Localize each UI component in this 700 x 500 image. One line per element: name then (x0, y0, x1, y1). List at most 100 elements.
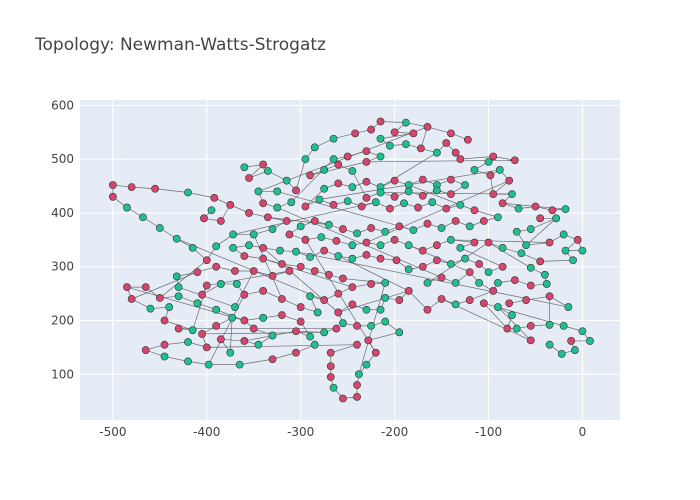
network-edge (253, 234, 283, 300)
network-edge (234, 270, 255, 308)
network-node (320, 246, 329, 255)
network-node (401, 118, 410, 127)
network-node (442, 204, 451, 213)
network-node (310, 340, 319, 349)
network-node (249, 267, 258, 275)
network-node (198, 290, 206, 299)
network-node (282, 217, 291, 225)
network-node (339, 319, 347, 328)
network-node (417, 144, 425, 153)
network-node (498, 199, 507, 208)
network-node (351, 129, 360, 138)
network-node (334, 252, 343, 260)
network-node (353, 381, 361, 389)
network-node (212, 262, 221, 271)
network-node (418, 262, 427, 271)
network-node (123, 203, 131, 212)
network-node (367, 224, 376, 232)
y-tick-label: 300 (51, 260, 74, 274)
network-node (461, 181, 469, 189)
network-node (447, 190, 455, 199)
network-node (400, 199, 408, 208)
network-node (479, 299, 488, 308)
network-node (559, 230, 568, 239)
network-node (202, 281, 211, 290)
network-edge (469, 290, 494, 301)
network-node (310, 267, 319, 275)
network-node (320, 296, 329, 304)
network-edge (427, 126, 452, 134)
network-node (306, 332, 314, 341)
network-node (465, 268, 474, 277)
network-node (174, 324, 183, 333)
network-node (324, 220, 333, 229)
network-node (376, 134, 385, 143)
network-node (332, 324, 341, 333)
network-node (386, 204, 394, 213)
network-node (339, 274, 347, 283)
network-edge (277, 207, 442, 278)
network-node (418, 175, 427, 184)
network-node (165, 303, 174, 311)
network-node (451, 300, 460, 309)
network-node (216, 217, 225, 225)
network-node (470, 166, 479, 174)
network-node (564, 303, 573, 311)
network-node (437, 273, 446, 282)
network-node (526, 263, 535, 272)
network-edge (131, 186, 156, 190)
network-node (240, 163, 249, 172)
network-node (526, 336, 535, 345)
network-edge (272, 352, 297, 360)
network-node (245, 241, 253, 250)
network-node (278, 295, 286, 303)
network-node (348, 283, 357, 292)
network-node (296, 303, 305, 311)
network-node (306, 171, 314, 180)
network-node (561, 246, 570, 255)
network-node (510, 156, 519, 165)
network-node (296, 222, 305, 231)
network-node (514, 204, 523, 213)
network-node (320, 166, 329, 174)
network-edge (408, 184, 461, 206)
network-node (249, 324, 258, 333)
network-node (202, 256, 211, 265)
network-edge (233, 201, 376, 235)
network-node (324, 270, 333, 279)
network-node (470, 206, 479, 215)
network-node (310, 217, 319, 225)
network-edge (126, 286, 245, 321)
network-node (362, 193, 371, 202)
network-edge (525, 218, 557, 246)
network-node (141, 346, 150, 354)
network-node (160, 316, 169, 325)
network-node (273, 187, 282, 196)
network-node (495, 166, 504, 174)
network-node (127, 183, 136, 192)
network-node (306, 292, 314, 301)
network-node (463, 135, 472, 144)
network-node (456, 155, 465, 164)
chart-title: Topology: Newman-Watts-Strogatz (34, 35, 326, 55)
network-node (292, 186, 300, 195)
network-edge (295, 159, 306, 191)
network-node (559, 321, 568, 330)
network-node (296, 262, 305, 271)
network-node (348, 254, 357, 263)
x-tick-label: -400 (193, 425, 220, 439)
network-node (362, 238, 371, 247)
network-node (367, 321, 376, 330)
network-node (226, 200, 235, 209)
y-tick-label: 200 (51, 314, 74, 328)
network-node (348, 183, 357, 192)
network-node (451, 217, 460, 225)
network-node (231, 267, 239, 275)
network-node (357, 202, 366, 211)
network-node (451, 148, 460, 157)
network-node (141, 283, 150, 292)
network-node (364, 336, 373, 345)
network-node (470, 238, 479, 247)
network-node (146, 304, 155, 313)
network-node (475, 278, 484, 287)
